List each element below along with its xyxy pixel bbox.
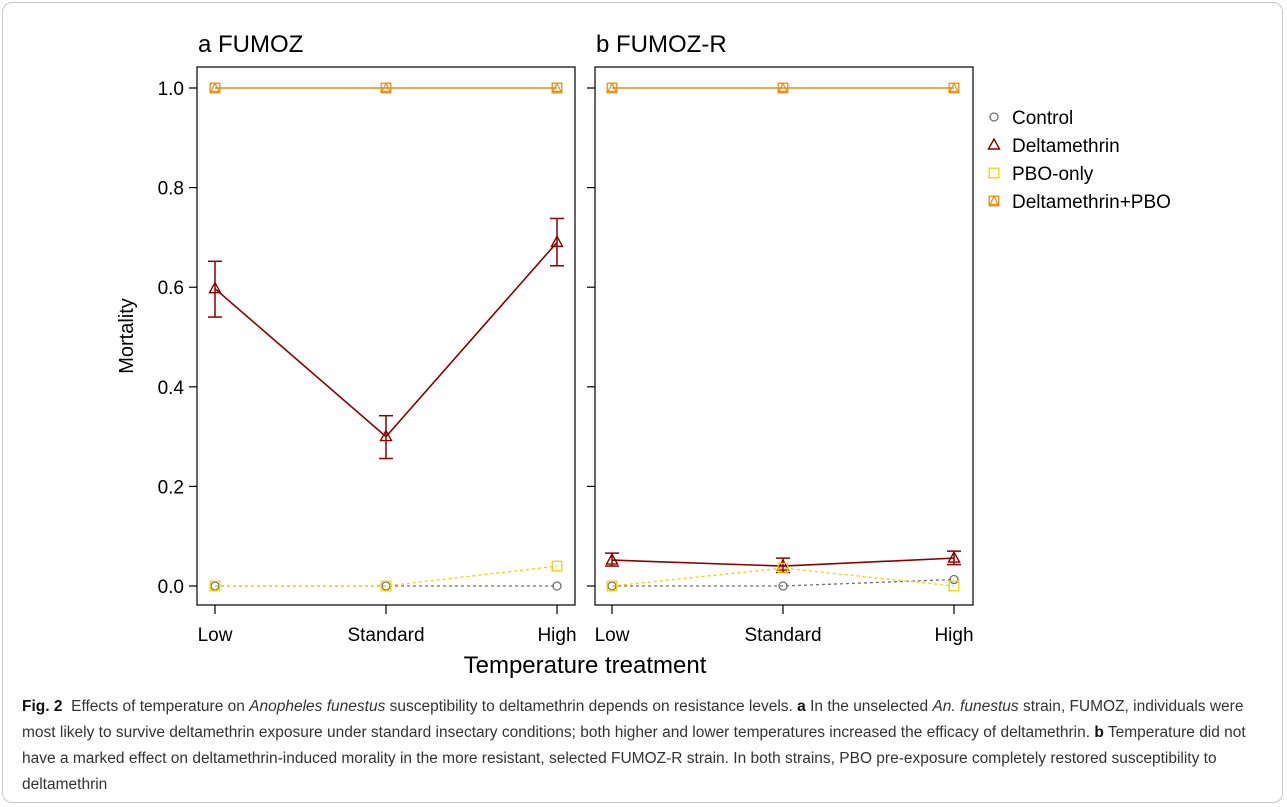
panel-a-y-tick-label-5: 1.0 bbox=[158, 79, 184, 100]
panel-a-title: a FUMOZ bbox=[198, 31, 303, 58]
panel-b-control-point-2 bbox=[949, 574, 959, 585]
panel-b-control-line bbox=[612, 578, 955, 587]
panel-a-deltamethrin-error-bar-2 bbox=[550, 217, 564, 267]
panel-a-deltamethrin-line bbox=[214, 241, 558, 438]
panel-b-pbo-only-point-0 bbox=[606, 580, 618, 592]
panel-a-deltamethrin-error-bar-1 bbox=[379, 414, 393, 460]
caption-text-5: Temperature did not have a marked effect… bbox=[22, 724, 1246, 793]
panel-a-y-tick-label-2: 0.4 bbox=[158, 378, 185, 399]
panel-b-title: b FUMOZ-R bbox=[596, 31, 727, 58]
panel-a-pbo-only-point-0 bbox=[209, 580, 221, 592]
legend-marker-deltamethrin-pbo bbox=[988, 195, 1000, 207]
caption-text-4: strain, FUMOZ, individuals were most lik… bbox=[22, 698, 1244, 741]
panel-b-x-tick-label-standard: Standard bbox=[744, 625, 821, 646]
panel-a-pbo-only-line bbox=[215, 565, 558, 587]
panel-a-series bbox=[208, 82, 564, 592]
panel-b-deltamethrin-point-0 bbox=[605, 552, 619, 565]
legend-marker-control bbox=[989, 112, 999, 122]
panel-b-control-point-1 bbox=[778, 581, 788, 591]
panel-a-y-tick-label-4: 0.8 bbox=[158, 179, 184, 200]
legend-marker-pbo-only bbox=[988, 167, 1000, 179]
legend: Control Deltamethrin PBO-only Deltamethrin+… bbox=[987, 108, 1171, 213]
legend-label-control: Control bbox=[1012, 108, 1073, 129]
panel-b-pbo-only-point-1 bbox=[777, 562, 789, 574]
panel-a-deltamethrin-point-1 bbox=[379, 429, 393, 442]
panel-b-deltamethrin-pbo-point-0 bbox=[606, 82, 618, 94]
panel-b-y-axis bbox=[587, 87, 595, 587]
panel-b-deltamethrin-point-1 bbox=[776, 558, 790, 571]
panel-a-deltamethrin-pbo-point-2-triangle bbox=[552, 82, 562, 93]
panel-b-deltamethrin-pbo-point-1-triangle bbox=[778, 82, 788, 93]
legend-marker-deltamethrin bbox=[987, 137, 1001, 150]
panel-a-y-axis: 0.0 0.2 0.4 0.6 0.8 1.0 bbox=[158, 79, 197, 598]
panel-a-control-point-0 bbox=[210, 581, 220, 591]
panel-a-deltamethrin-point-0 bbox=[208, 281, 222, 294]
panel-a-deltamethrin-point-2 bbox=[550, 234, 564, 248]
legend-marker-deltamethrin-pbo-triangle bbox=[989, 195, 999, 206]
panel-a-x-axis: Low Standard High bbox=[198, 605, 577, 646]
panel-b-control-point-0 bbox=[607, 581, 617, 591]
panel-b-x-axis: Low Standard High bbox=[595, 605, 974, 646]
legend-label-deltamethrin-pbo: Deltamethrin+PBO bbox=[1012, 192, 1171, 213]
panel-b-deltamethrin-pbo-point-1 bbox=[777, 82, 789, 94]
panel-b-x-tick-label-high: High bbox=[934, 625, 973, 646]
panel-a-y-tick-label-0: 0.0 bbox=[158, 577, 184, 598]
panel-b-deltamethrin-pbo-point-2-triangle bbox=[949, 82, 959, 93]
panel-a-y-tick-label-3: 0.6 bbox=[158, 278, 184, 299]
panel-a-deltamethrin-error-bar-0 bbox=[208, 260, 222, 318]
panel-b-series bbox=[605, 82, 961, 592]
caption-text-1: Effects of temperature on bbox=[71, 698, 250, 715]
panel-b-x-tick-label-low: Low bbox=[595, 625, 630, 646]
caption-an-funestus: An. funestus bbox=[932, 698, 1019, 715]
figure-caption: Fig. 2 Effects of temperature on Anophel… bbox=[22, 694, 1267, 798]
x-axis-title: Temperature treatment bbox=[464, 652, 707, 679]
caption-a-label: a bbox=[797, 698, 806, 715]
panel-a-deltamethrin-pbo-point-0-triangle bbox=[210, 82, 220, 93]
panel-a-deltamethrin-pbo-point-0 bbox=[209, 82, 221, 94]
panel-a-deltamethrin-pbo-point-1-triangle bbox=[381, 82, 391, 93]
panel-a-x-tick-label-high: High bbox=[537, 625, 576, 646]
panel-a-y-tick-label-1: 0.2 bbox=[158, 477, 184, 498]
panel-b-deltamethrin-pbo-point-2 bbox=[948, 82, 960, 94]
caption-text-2: susceptibility to deltamethrin depends o… bbox=[385, 698, 798, 715]
panel-a-pbo-only-point-1 bbox=[380, 580, 392, 592]
panel-b-plot-area bbox=[594, 66, 974, 606]
y-axis-title: Mortality bbox=[116, 298, 138, 374]
caption-fig-label: Fig. 2 bbox=[22, 698, 63, 715]
panel-b-deltamethrin-pbo-point-0-triangle bbox=[607, 82, 617, 93]
panel-a-control-point-2 bbox=[552, 581, 562, 591]
panel-a-plot-area bbox=[196, 66, 576, 606]
panel-a-deltamethrin-pbo-point-2 bbox=[551, 82, 563, 94]
panel-b-deltamethrin-point-2 bbox=[947, 550, 961, 563]
caption-b-label: b bbox=[1094, 724, 1104, 741]
mortality-figure: a FUMOZ b FUMOZ-R Mortality Temperature … bbox=[116, 31, 1171, 679]
caption-species: Anopheles funestus bbox=[249, 698, 386, 715]
panel-a-pbo-only-point-2 bbox=[551, 560, 563, 572]
panel-a-deltamethrin-pbo-point-1 bbox=[380, 82, 392, 94]
legend-label-pbo-only: PBO-only bbox=[1012, 164, 1094, 185]
panel-a-x-tick-label-standard: Standard bbox=[347, 625, 424, 646]
legend-label-deltamethrin: Deltamethrin bbox=[1012, 136, 1120, 157]
caption-text-3: In the unselected bbox=[805, 698, 933, 715]
panel-b-pbo-only-point-2 bbox=[948, 580, 960, 592]
panel-a-x-tick-label-low: Low bbox=[198, 625, 233, 646]
